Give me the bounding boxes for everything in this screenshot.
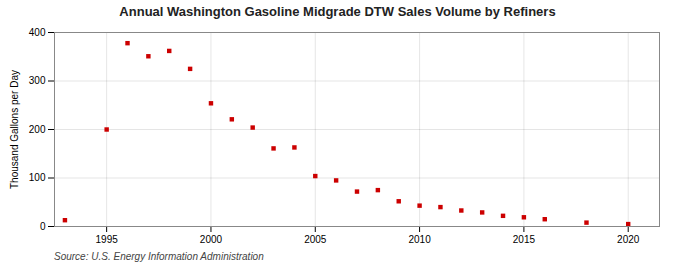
svg-text:2005: 2005 <box>304 234 327 245</box>
svg-text:100: 100 <box>29 172 46 183</box>
svg-text:200: 200 <box>29 124 46 135</box>
html-text:Annual Washington Gasoline Mid: Annual Washington Gasoline Midgrade DTW … <box>119 4 556 19</box>
svg-text:1995: 1995 <box>96 234 119 245</box>
html-text:Source: U.S. Energy Informatio: Source: U.S. Energy Information Administ… <box>54 251 264 262</box>
svg-text:Thousand Gallons per Day: Thousand Gallons per Day <box>9 70 20 189</box>
svg-text:2020: 2020 <box>617 234 640 245</box>
svg-text:300: 300 <box>29 75 46 86</box>
svg-text:2010: 2010 <box>408 234 431 245</box>
svg-text:0: 0 <box>40 221 46 232</box>
svg-text:2000: 2000 <box>200 234 223 245</box>
svg-text:2015: 2015 <box>513 234 536 245</box>
svg-text:400: 400 <box>29 27 46 38</box>
